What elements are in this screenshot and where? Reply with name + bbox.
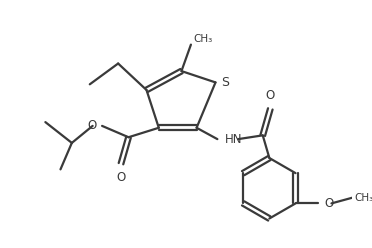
Text: HN: HN: [225, 133, 243, 146]
Text: O: O: [266, 89, 275, 102]
Text: CH₃: CH₃: [354, 193, 372, 203]
Text: O: O: [116, 171, 126, 184]
Text: O: O: [87, 119, 96, 132]
Text: O: O: [324, 197, 333, 210]
Text: S: S: [221, 76, 229, 89]
Text: CH₃: CH₃: [194, 34, 213, 44]
